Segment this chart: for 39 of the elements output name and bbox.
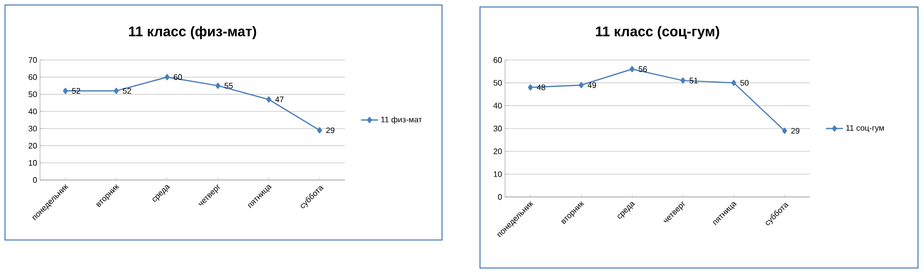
y-tick-label: 60 [28, 74, 37, 80]
point [62, 88, 68, 94]
data-label: 49 [588, 82, 596, 88]
point [731, 80, 736, 86]
chart-title: 11 класс (физ-мат) [129, 26, 256, 40]
data-label: 56 [638, 66, 647, 72]
point [630, 66, 635, 72]
data-label: 52 [122, 88, 132, 94]
legend-label: 11 соц-гум [846, 125, 884, 132]
point [578, 82, 584, 88]
point [164, 74, 170, 80]
y-tick-label: 10 [28, 160, 37, 166]
point [266, 96, 272, 103]
point [680, 77, 686, 84]
data-label: 50 [740, 80, 749, 86]
y-tick-label: 20 [28, 142, 37, 149]
point [528, 84, 533, 90]
y-tick-label: 0 [33, 177, 37, 183]
chart-title: 11 класс (соц-гум) [596, 26, 720, 40]
data-label: 29 [326, 127, 334, 134]
point [215, 82, 220, 89]
data-label: 29 [791, 128, 800, 134]
legend-label: 11 физ-мат [381, 116, 422, 124]
y-tick-label: 70 [28, 57, 37, 63]
y-tick-label: 30 [28, 126, 37, 132]
data-label: 55 [224, 82, 233, 89]
y-tick-label: 10 [494, 171, 502, 177]
y-tick-label: 20 [494, 148, 502, 154]
y-tick-label: 50 [494, 80, 502, 86]
point [317, 127, 322, 134]
y-tick-label: 0 [498, 194, 502, 200]
point [782, 128, 788, 134]
data-label: 47 [275, 96, 284, 102]
y-tick-label: 40 [493, 102, 502, 108]
y-tick-label: 50 [28, 91, 37, 98]
y-tick-label: 30 [494, 126, 502, 132]
y-tick-label: 60 [494, 57, 502, 63]
point [114, 88, 119, 94]
y-tick-label: 40 [28, 108, 37, 114]
